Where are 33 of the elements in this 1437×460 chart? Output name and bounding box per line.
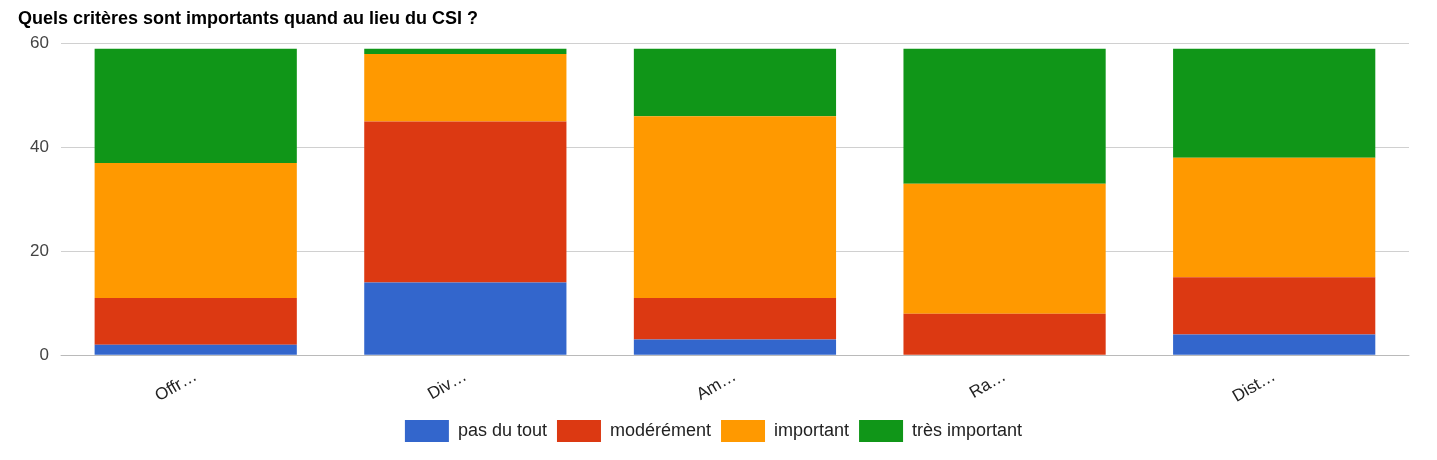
bar <box>1173 48 1376 158</box>
x-tick-label: Div… <box>424 366 470 404</box>
legend-label: très important <box>912 419 1023 440</box>
bar <box>633 339 837 355</box>
bar <box>1173 334 1376 355</box>
y-tick-label: 40 <box>29 137 49 157</box>
legend-label: pas du tout <box>457 419 547 440</box>
bar <box>364 48 567 54</box>
bar <box>94 48 297 164</box>
y-tick-label: 0 <box>39 344 49 364</box>
bar <box>364 282 567 355</box>
y-tick-label: 20 <box>29 241 49 261</box>
x-tick-label: Dist… <box>1228 366 1279 406</box>
bar <box>1173 157 1376 278</box>
y-tick-label: 60 <box>29 33 49 53</box>
bar <box>903 48 1106 184</box>
bar <box>633 298 837 340</box>
chart-title: Quels critères sont importants quand au lieu du CSI ? <box>18 7 479 28</box>
bar <box>94 163 297 299</box>
bar <box>94 344 297 355</box>
bar <box>633 116 837 299</box>
bar <box>903 313 1106 355</box>
bar <box>633 48 837 117</box>
bar <box>903 183 1106 314</box>
x-tick-label: Ra… <box>965 366 1009 402</box>
legend-label: important <box>774 419 850 440</box>
x-tick-label: Am… <box>693 366 740 404</box>
x-tick-label: Offr… <box>151 366 201 406</box>
bar <box>1173 277 1376 335</box>
legend-label: modérément <box>609 419 712 440</box>
bar <box>364 121 567 283</box>
bar <box>94 298 297 345</box>
bar <box>364 53 567 122</box>
